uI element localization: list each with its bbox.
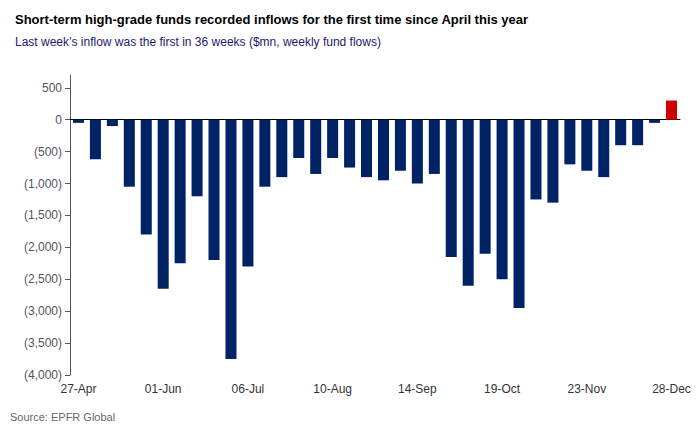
svg-text:(2,000): (2,000) xyxy=(24,240,62,254)
svg-text:(2,500): (2,500) xyxy=(24,272,62,286)
svg-text:(3,500): (3,500) xyxy=(24,336,62,350)
svg-text:(4,000): (4,000) xyxy=(24,368,62,382)
svg-text:14-Sep: 14-Sep xyxy=(398,382,437,396)
svg-text:Source: EPFR Global: Source: EPFR Global xyxy=(10,411,115,423)
svg-text:(1,500): (1,500) xyxy=(24,208,62,222)
svg-text:10-Aug: 10-Aug xyxy=(313,382,352,396)
svg-text:06-Jul: 06-Jul xyxy=(232,382,265,396)
svg-text:28-Dec: 28-Dec xyxy=(652,382,691,396)
svg-text:Short-term high-grade funds re: Short-term high-grade funds recorded inf… xyxy=(15,12,528,27)
svg-text:01-Jun: 01-Jun xyxy=(145,382,182,396)
svg-text:500: 500 xyxy=(42,81,62,95)
svg-text:23-Nov: 23-Nov xyxy=(567,382,606,396)
svg-text:0: 0 xyxy=(55,113,62,127)
svg-text:Last week’s inflow was the fir: Last week’s inflow was the first in 36 w… xyxy=(15,35,381,49)
svg-text:27-Apr: 27-Apr xyxy=(60,382,96,396)
svg-text:(500): (500) xyxy=(34,145,62,159)
svg-text:19-Oct: 19-Oct xyxy=(484,382,521,396)
svg-text:(1,000): (1,000) xyxy=(24,177,62,191)
svg-text:(3,000): (3,000) xyxy=(24,304,62,318)
